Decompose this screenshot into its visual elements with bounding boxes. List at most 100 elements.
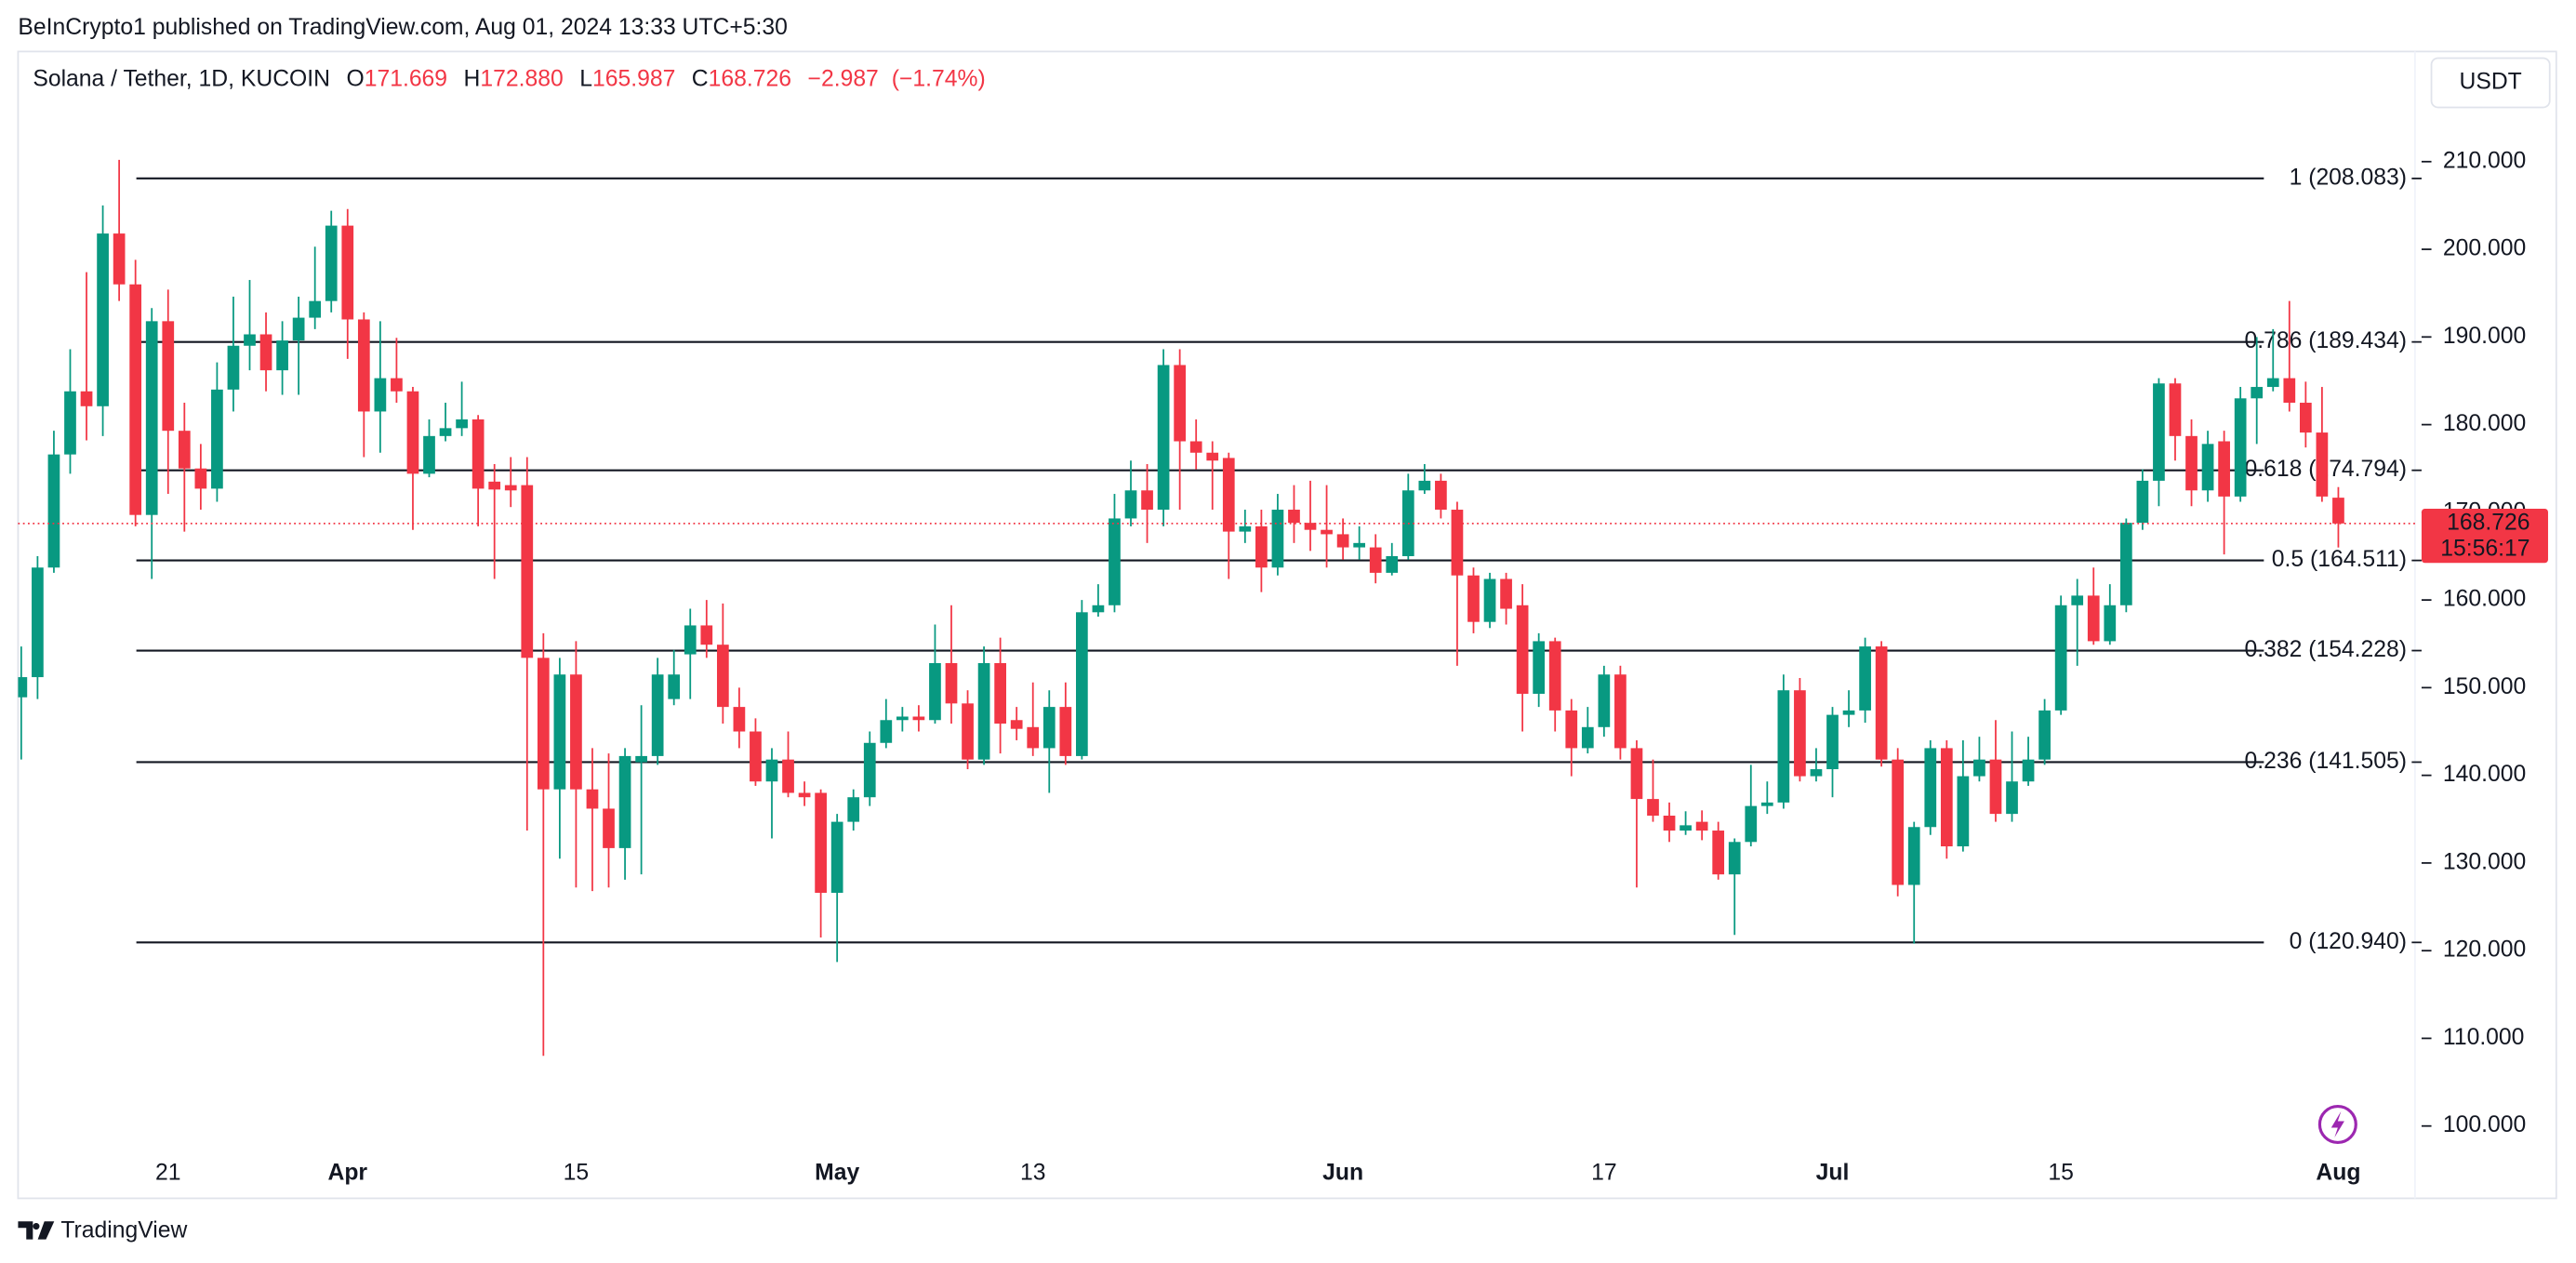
candle-body (1353, 542, 1366, 548)
candle-body (259, 334, 272, 371)
candle-body (553, 674, 566, 790)
candle-body (2332, 498, 2344, 524)
candle-body (47, 454, 60, 568)
candle-body (1924, 748, 1937, 828)
candle-body (2283, 378, 2296, 404)
candle-body (194, 468, 207, 489)
candle-body (1810, 769, 1823, 777)
brand-name: TradingView (60, 1217, 187, 1243)
x-tick-label: 13 (1020, 1161, 1045, 1186)
currency-label[interactable]: USDT (2459, 69, 2521, 94)
fib-label: 0 (120.940) (2290, 929, 2407, 954)
brand-mark (18, 1221, 55, 1240)
candle-body (1907, 827, 1920, 885)
x-tick-label: Aug (2316, 1161, 2360, 1186)
candle-body (357, 319, 370, 412)
x-tick-label: Jun (1322, 1161, 1363, 1186)
candle-body (488, 481, 501, 490)
candle-body (1010, 720, 1023, 729)
candle-body (2299, 403, 2312, 433)
candle-body (80, 391, 93, 406)
candle-body (782, 759, 794, 793)
candle-body (2234, 398, 2247, 497)
y-tick-label: 120.000 (2443, 937, 2526, 963)
currency-button[interactable] (2430, 57, 2551, 109)
y-tick-label: 180.000 (2443, 411, 2526, 436)
candle-body (1174, 365, 1187, 442)
candle-body (1124, 490, 1137, 519)
candle-body (1777, 690, 1790, 803)
candle-body (618, 755, 631, 848)
candle-body (1304, 523, 1317, 530)
icon-bolt[interactable] (2330, 1110, 2344, 1138)
candle-body (1271, 510, 1284, 568)
candle-body (1255, 525, 1268, 568)
publisher: BeInCrypto1 published on TradingView.com… (18, 15, 788, 40)
candle-body (1483, 578, 1496, 622)
candle-body (684, 625, 697, 655)
candle-body (64, 391, 76, 455)
candle-body (586, 789, 599, 809)
candle-body (1565, 710, 1578, 749)
legend-key: L (579, 66, 592, 91)
candle-body (1321, 529, 1333, 535)
candle-body (863, 742, 876, 798)
candle-body (1288, 510, 1300, 524)
x-tick-label: May (815, 1161, 859, 1186)
candle-body (1500, 578, 1512, 609)
x-tick-label: 15 (2048, 1161, 2074, 1186)
candle-body (977, 662, 990, 760)
candle-body (1989, 759, 2002, 815)
candle-body (1663, 816, 1676, 831)
candle-body (2153, 383, 2165, 481)
countdown: 15:56:17 (2440, 537, 2530, 562)
candle-body (2071, 595, 2084, 605)
candle-body (962, 703, 974, 760)
candle-body (1451, 510, 1464, 576)
candle-body (2201, 444, 2214, 491)
candle-body (276, 340, 288, 371)
last-price-badge (2421, 508, 2548, 564)
candle-body (1957, 776, 1970, 846)
legend-value: 168.726 (709, 66, 791, 91)
candle-body (129, 284, 142, 515)
candle-body (798, 792, 811, 798)
candle-body (1892, 759, 1905, 885)
y-tick-label: 150.000 (2443, 674, 2526, 699)
x-tick-label: 17 (1591, 1161, 1617, 1186)
candle-body (765, 759, 778, 782)
candle-body (2169, 383, 2182, 436)
candle-body (1042, 707, 1056, 749)
candle-body (668, 674, 681, 699)
candle-body (2266, 378, 2279, 388)
candle-body (227, 345, 240, 390)
lightning-icon[interactable] (2317, 1104, 2357, 1144)
candle-body (651, 674, 664, 756)
candle-body (309, 300, 322, 318)
candle-body (1369, 547, 1382, 573)
candle-body (2087, 595, 2100, 642)
last-price-label: 168.726 (2447, 510, 2530, 535)
legend-key: O (346, 66, 364, 91)
candle-body (1940, 748, 1953, 846)
candle-body (504, 485, 517, 491)
candle-body (994, 662, 1006, 725)
candle-body (1760, 802, 1773, 806)
candle-body (211, 389, 223, 489)
x-tick-label: 15 (564, 1161, 590, 1186)
candle-body (32, 567, 44, 678)
candle-body (1533, 641, 1546, 694)
candle-body (733, 707, 746, 732)
candle-body (1973, 759, 1985, 777)
candle-body (1581, 726, 1594, 749)
legend-key: C (692, 66, 709, 91)
candle-body (2185, 435, 2198, 491)
candle-body (2218, 441, 2230, 497)
brand-logo: TradingView (18, 1217, 188, 1243)
candle-body (1386, 555, 1399, 573)
candle-body (1842, 710, 1855, 715)
candle-body (521, 485, 534, 658)
candle-body (1157, 365, 1170, 511)
candle-body (341, 225, 354, 320)
candle-body (700, 625, 713, 645)
